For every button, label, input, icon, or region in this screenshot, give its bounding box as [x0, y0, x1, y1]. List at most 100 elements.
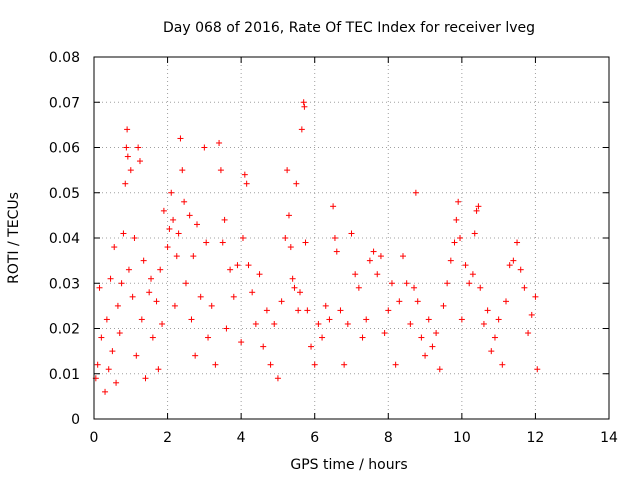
- data-point: [278, 298, 285, 305]
- data-point: [528, 311, 535, 318]
- data-point: [201, 144, 208, 151]
- data-point: [488, 348, 495, 355]
- data-point: [170, 216, 177, 223]
- data-point: [238, 339, 245, 346]
- data-point: [506, 262, 513, 269]
- data-point: [116, 330, 123, 337]
- data-point: [311, 361, 318, 368]
- data-point: [289, 275, 296, 282]
- axis-ticks: [93, 56, 610, 420]
- data-point: [241, 171, 248, 178]
- data-point: [499, 361, 506, 368]
- data-point: [331, 235, 338, 241]
- data-point: [164, 244, 171, 251]
- y-tick-labels: 0 0.01 0.02 0.03 0.04 0.05 0.06 0.07 0.08: [49, 50, 80, 428]
- x-tick-label: 6: [310, 430, 319, 446]
- data-point: [221, 216, 228, 223]
- data-point: [124, 153, 131, 160]
- data-point: [412, 189, 419, 196]
- data-point: [194, 221, 200, 228]
- y-tick-label: 0.02: [49, 322, 80, 338]
- data-point: [491, 334, 498, 341]
- data-point: [252, 320, 259, 327]
- data-point: [171, 302, 178, 309]
- data-point: [131, 235, 138, 241]
- data-point: [392, 361, 399, 368]
- data-point: [157, 266, 164, 273]
- data-point: [370, 248, 377, 255]
- data-point: [436, 366, 443, 373]
- data-point: [271, 320, 278, 327]
- data-point: [480, 320, 487, 327]
- data-point: [366, 257, 373, 264]
- data-point: [466, 280, 473, 287]
- data-point: [227, 266, 234, 273]
- data-point: [129, 293, 136, 300]
- data-point: [160, 207, 167, 214]
- x-tick-label: 8: [384, 430, 393, 446]
- data-point: [348, 230, 355, 237]
- y-tick-label: 0.06: [49, 141, 80, 157]
- data-point: [256, 271, 263, 278]
- data-point: [263, 307, 270, 314]
- data-point: [133, 352, 140, 359]
- data-point: [469, 271, 476, 278]
- y-axis-label: ROTI / TECUs: [6, 192, 22, 284]
- data-point: [411, 284, 418, 291]
- data-point: [330, 203, 337, 210]
- data-point: [521, 284, 528, 291]
- data-point: [517, 266, 524, 273]
- data-point: [177, 135, 184, 142]
- data-point: [385, 307, 392, 314]
- data-point: [293, 180, 300, 187]
- data-point: [136, 158, 143, 165]
- data-point: [140, 257, 147, 264]
- x-tick-label: 4: [237, 430, 246, 446]
- data-point: [105, 366, 112, 373]
- y-tick-label: 0.01: [49, 367, 80, 383]
- data-point: [352, 271, 359, 278]
- data-point: [149, 334, 156, 341]
- data-point: [102, 388, 109, 395]
- data-point: [457, 235, 464, 241]
- data-point: [274, 375, 281, 382]
- plot-frame: [93, 56, 610, 420]
- chart-title: Day 068 of 2016, Rate Of TEC Index for r…: [163, 20, 535, 36]
- data-point: [495, 316, 502, 323]
- data-point: [414, 298, 421, 305]
- data-point: [175, 230, 182, 237]
- data-point: [127, 167, 134, 174]
- data-point: [363, 316, 370, 323]
- data-point: [326, 316, 333, 323]
- data-point: [135, 144, 142, 151]
- data-point: [374, 271, 381, 278]
- data-point: [249, 289, 256, 296]
- data-point: [451, 239, 458, 246]
- data-point: [182, 280, 189, 287]
- data-point: [173, 253, 180, 260]
- data-point: [123, 144, 130, 151]
- data-point: [118, 280, 125, 287]
- data-point: [166, 225, 173, 232]
- y-tick-label: 0.08: [49, 50, 80, 66]
- data-point: [113, 379, 120, 386]
- data-point: [484, 307, 491, 314]
- data-point: [525, 330, 532, 337]
- data-point: [267, 361, 274, 368]
- data-point: [111, 244, 118, 251]
- data-point: [284, 167, 291, 174]
- data-point: [217, 167, 224, 174]
- data-point: [341, 361, 348, 368]
- data-point: [192, 352, 199, 359]
- data-point: [103, 316, 110, 323]
- x-tick-label: 14: [600, 430, 618, 446]
- data-point: [388, 280, 395, 287]
- data-point: [96, 284, 103, 291]
- data-point: [301, 103, 308, 110]
- data-point: [153, 298, 160, 305]
- data-point: [503, 298, 509, 305]
- data-point: [315, 320, 322, 327]
- y-tick-label: 0.07: [49, 95, 80, 111]
- data-point: [125, 266, 132, 273]
